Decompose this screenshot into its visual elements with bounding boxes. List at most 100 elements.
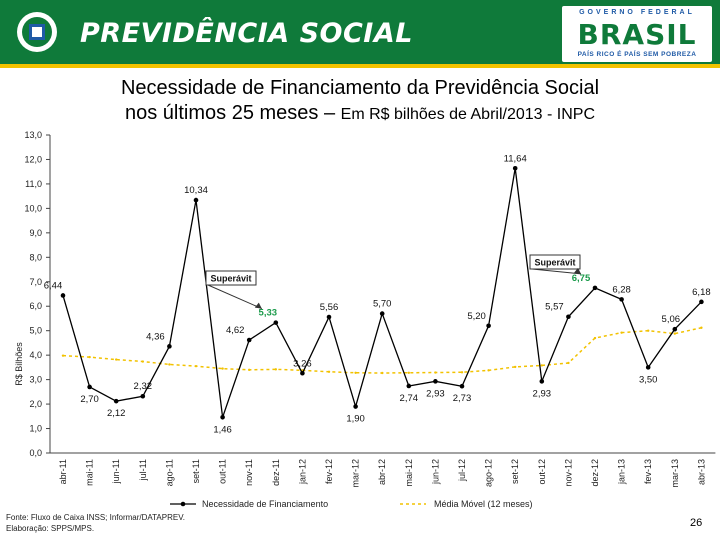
data-label: 11,64 <box>504 153 527 164</box>
legend-marker-financing <box>180 501 186 507</box>
superavit-box <box>205 270 257 286</box>
governo-federal-logo: GOVERNO FEDERAL BRASIL PAÍS RICO É PAÍS … <box>562 6 712 62</box>
x-tick-label: fev-13 <box>643 459 653 484</box>
x-tick-label: jul-12 <box>457 459 467 482</box>
title-line-2-sub: Em R$ bilhões de Abril/2013 - INPC <box>340 106 595 123</box>
x-tick-label: mai-11 <box>85 459 95 486</box>
data-label: 4,36 <box>146 331 165 342</box>
financing-point <box>512 165 518 171</box>
x-tick-label: jul-11 <box>138 459 148 481</box>
x-tick-label: jun-11 <box>111 459 121 484</box>
financing-point <box>167 344 172 349</box>
y-tick-label: 12,0 <box>24 154 42 164</box>
x-tick-label: set-12 <box>510 459 520 484</box>
financing-point <box>220 414 225 420</box>
financing-point <box>326 314 332 320</box>
data-label: 5,56 <box>320 302 339 313</box>
financing-line <box>62 168 702 418</box>
moving-average-point <box>593 336 597 340</box>
data-label: 3,50 <box>639 374 658 385</box>
data-label: 1,46 <box>213 424 232 435</box>
footer-source: Fonte: Fluxo de Caixa INSS; Informar/DAT… <box>6 512 185 534</box>
legend-label-financing: Necessidade de Financiamento <box>202 499 328 509</box>
data-label: 2,12 <box>107 408 126 419</box>
financing-point <box>619 297 624 302</box>
moving-average-point <box>514 365 517 369</box>
x-tick-label: set-11 <box>191 459 201 483</box>
moving-average-point <box>434 371 437 374</box>
data-label: 6,18 <box>692 287 711 298</box>
data-label: 10,34 <box>184 185 208 196</box>
header-bar: PREVIDÊNCIA SOCIAL GOVERNO FEDERAL BRASI… <box>0 0 720 68</box>
moving-average-point <box>673 332 676 335</box>
financing-point <box>273 320 279 325</box>
title-line-2-main: nos últimos 25 meses – <box>125 102 341 124</box>
data-label: 2,74 <box>400 393 419 404</box>
x-tick-label: nov-12 <box>563 459 573 487</box>
moving-average-point <box>381 371 384 375</box>
superavit-label: Superávit <box>534 258 575 268</box>
financing-point <box>645 365 651 370</box>
x-tick-label: mar-13 <box>670 459 680 488</box>
moving-average-point <box>168 363 171 366</box>
x-tick-label: jan-13 <box>617 459 627 485</box>
page-number: 26 <box>690 517 703 529</box>
x-tick-label: jan-12 <box>297 459 307 485</box>
financing-point <box>566 314 571 320</box>
y-tick-label: 3,0 <box>29 375 42 385</box>
moving-average-point <box>327 370 331 373</box>
data-label: 2,73 <box>453 393 472 404</box>
moving-average-point <box>88 355 91 359</box>
y-tick-label: 10,0 <box>24 203 42 213</box>
gov-tagline: PAÍS RICO É PAÍS SEM POBREZA <box>577 51 697 58</box>
title-line-1: Necessidade de Financiamento da Previdên… <box>120 77 600 99</box>
financing-point <box>699 299 704 305</box>
x-tick-label: out-11 <box>218 459 228 484</box>
moving-average-point <box>487 369 490 372</box>
moving-average-point <box>620 331 623 334</box>
data-label: 3,26 <box>293 358 312 369</box>
x-tick-label: mai-12 <box>404 459 414 487</box>
gov-country: BRASIL <box>577 18 697 51</box>
y-tick-label: 13,0 <box>24 130 42 140</box>
moving-average-point <box>248 368 251 372</box>
y-tick-label: 4,0 <box>29 350 42 360</box>
financing-point <box>353 404 358 409</box>
x-tick-label: mar-12 <box>351 459 361 488</box>
x-tick-label: dez-11 <box>271 459 281 486</box>
y-tick-label: 11,0 <box>25 179 42 189</box>
moving-average-point <box>354 371 357 374</box>
legend-label-moving-average: Média Móvel (12 meses) <box>434 499 533 509</box>
moving-average-point <box>407 371 410 374</box>
superavit-arrow <box>207 284 263 310</box>
moving-average-point <box>460 371 464 374</box>
brand-title: PREVIDÊNCIA SOCIAL <box>80 18 413 49</box>
financing-point <box>486 323 491 329</box>
financing-point <box>539 379 545 384</box>
financing-point <box>113 398 119 404</box>
moving-average-point <box>567 361 570 365</box>
financing-point <box>379 311 385 316</box>
financing-point <box>87 384 92 390</box>
x-tick-label: dez-12 <box>590 459 600 487</box>
superavit-label: Superávit <box>210 274 251 284</box>
x-tick-label: jun-12 <box>430 459 440 485</box>
y-axis-title: R$ Bilhões <box>14 342 24 386</box>
moving-average-point <box>700 326 703 329</box>
y-tick-label: 7,0 <box>29 277 42 287</box>
data-label: 2,93 <box>533 388 552 399</box>
financing-point <box>406 383 412 389</box>
superavit-arrowhead <box>254 302 262 309</box>
financing-point <box>246 337 252 343</box>
y-tick-label: 2,0 <box>29 399 42 409</box>
gov-label: GOVERNO FEDERAL <box>579 9 695 16</box>
data-label: 4,62 <box>226 325 245 336</box>
source-text: Fonte: Fluxo de Caixa INSS; Informar/DAT… <box>6 513 186 522</box>
data-label: 5,70 <box>373 299 392 310</box>
data-label: 5,33 <box>259 308 278 319</box>
credit-text: Elaboração: SPPS/MPS. <box>6 524 95 533</box>
x-tick-label: abr-13 <box>696 459 706 485</box>
financing-point <box>193 197 199 203</box>
data-label: 2,32 <box>134 381 153 392</box>
financing-point <box>459 383 465 389</box>
